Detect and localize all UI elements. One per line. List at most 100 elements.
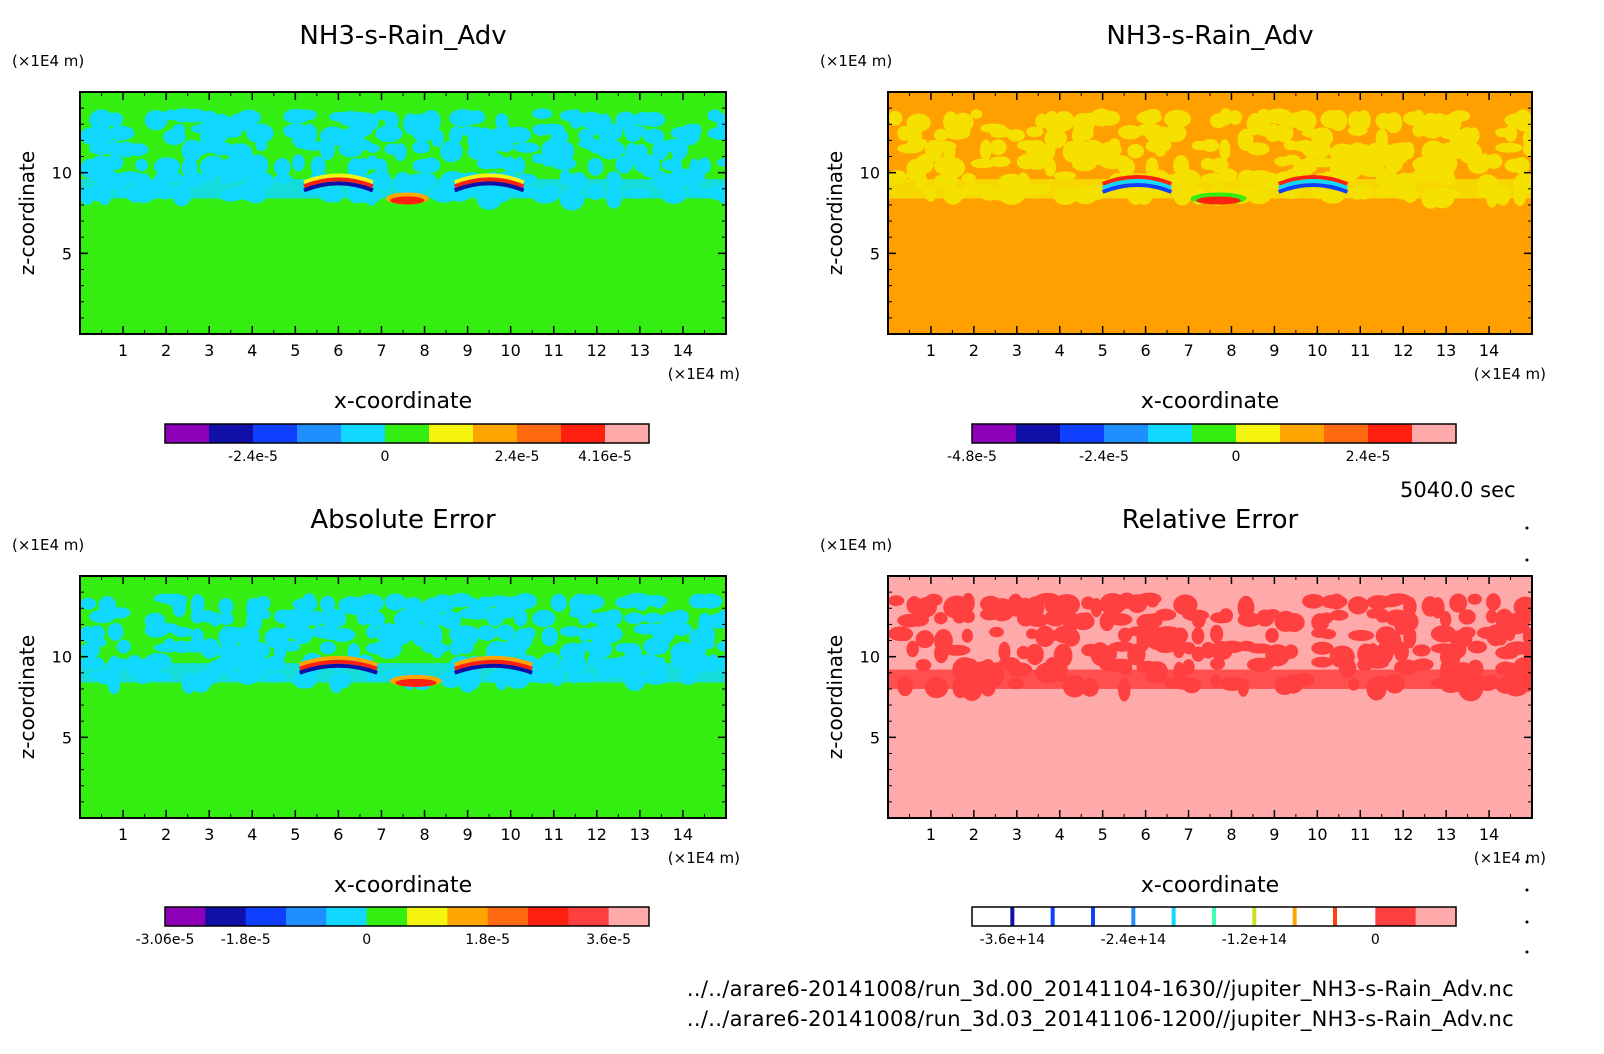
x-tick-label: 11 (1350, 825, 1370, 844)
x-tick-label: 13 (630, 341, 650, 360)
x-tick-label: 13 (630, 825, 650, 844)
y-tick-label: 10 (52, 648, 72, 667)
field-patch (190, 628, 204, 645)
field-patch (1504, 624, 1516, 642)
colorbar-tick-label: 0 (381, 449, 390, 465)
field-patch (163, 638, 176, 653)
field-patch (934, 611, 948, 625)
field-patch (89, 141, 113, 156)
field-patch (587, 157, 604, 176)
field-patch (1403, 141, 1415, 160)
field-patch (421, 109, 441, 133)
field-patch (495, 139, 515, 153)
field-patch (1449, 110, 1471, 122)
field-patch (218, 597, 234, 616)
field-patch (1026, 613, 1050, 627)
field-patch (587, 596, 602, 608)
field-patch (292, 154, 305, 172)
chart-title: NH3-s-Rain_Adv (1106, 21, 1313, 51)
field-patch (107, 622, 124, 641)
field-patch (989, 156, 1011, 168)
field-patch (541, 652, 560, 666)
field-patch (652, 594, 665, 609)
field-patch (1467, 127, 1480, 144)
field-patch (116, 639, 131, 654)
field-patch (1228, 110, 1243, 125)
field-patch (1081, 125, 1094, 141)
colorbar-tick-label: -2.4e-5 (1079, 449, 1129, 465)
field-patch (596, 625, 623, 643)
x-tick-label: 14 (673, 825, 693, 844)
field-patch (513, 142, 540, 153)
field-patch (1403, 625, 1417, 649)
field-arc-1 (303, 177, 374, 189)
field-patch (1108, 613, 1133, 626)
field-patch (1283, 613, 1305, 633)
x-tick-label: 14 (673, 341, 693, 360)
field-patch (439, 610, 462, 630)
colorbar-segment (1173, 907, 1215, 926)
field-patch (652, 638, 666, 654)
field-patch (1035, 158, 1048, 169)
x-tick-label: 8 (419, 825, 429, 844)
x-tick-label: 9 (1269, 825, 1279, 844)
x-tick-label: 8 (419, 341, 429, 360)
field-patch (1366, 154, 1379, 170)
colorbar-tick-label: -1.2e+14 (1222, 932, 1288, 948)
colorbar-mark (1212, 907, 1216, 926)
x-tick-label: 13 (1436, 825, 1456, 844)
plot-area (80, 92, 726, 334)
x-tick-label: 10 (500, 825, 520, 844)
field-band (888, 669, 1532, 689)
x-tick-label: 12 (587, 341, 607, 360)
field-patch (1173, 643, 1185, 659)
x-tick-label: 4 (1055, 341, 1065, 360)
field-patch (1458, 609, 1476, 625)
field-arc-1 (298, 659, 378, 671)
colorbar-segment (1412, 424, 1457, 443)
colorbar-segment (1192, 424, 1237, 443)
field-patch (698, 593, 723, 609)
y-tick-label: 5 (870, 728, 880, 747)
field-patch (532, 153, 545, 164)
field-patch (1210, 624, 1224, 644)
field-patch (283, 641, 301, 652)
field-patch (1302, 593, 1325, 609)
field-patch (1320, 629, 1337, 640)
field-patch (1237, 612, 1262, 627)
field-patch (319, 641, 336, 655)
field-patch (716, 640, 726, 652)
colorbar-frame (164, 906, 650, 927)
field-patch (1164, 109, 1192, 129)
field-patch (1053, 111, 1075, 132)
colorbar-segment (487, 907, 529, 926)
field-patch (255, 609, 271, 620)
colorbar-segment (1415, 907, 1457, 926)
field-patch (1384, 112, 1403, 134)
field-patch (467, 597, 479, 613)
colorbar-segment (568, 907, 610, 926)
field-arc-2 (1277, 175, 1349, 186)
y-tick-label: 5 (870, 244, 880, 263)
field-patch (1311, 656, 1334, 668)
x-tick-label: 11 (544, 825, 564, 844)
field-patch (532, 108, 553, 120)
field-patch (1311, 141, 1331, 158)
colorbar-segment (326, 907, 368, 926)
field-patch (1440, 153, 1458, 174)
field-patch (1099, 110, 1120, 126)
field-patch (961, 628, 974, 643)
field-patch (107, 607, 131, 619)
edge-dot (1525, 920, 1529, 924)
x-tick-label: 10 (500, 341, 520, 360)
field-patch (1430, 597, 1445, 619)
field-patch (1412, 644, 1431, 657)
field-patch (541, 153, 553, 167)
field-patch (550, 157, 577, 170)
field-patch (1200, 139, 1220, 152)
field-patch (384, 126, 397, 140)
x-tick-label: 2 (969, 825, 979, 844)
x-axis-label: x-coordinate (1141, 873, 1279, 898)
field-patch (998, 641, 1011, 662)
colorbar: -3.06e-5 -1.8e-5 0 1.8e-5 3.6e-5 (136, 906, 650, 948)
